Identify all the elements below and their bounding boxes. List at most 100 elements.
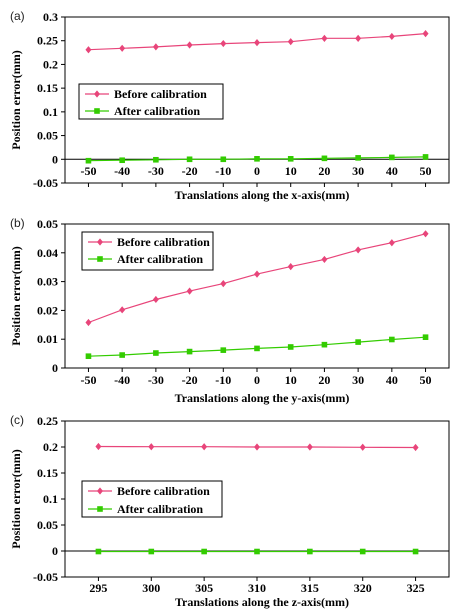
x-tick-label: 325 [407, 581, 425, 595]
legend: Before calibration After calibration [81, 231, 214, 271]
data-point-diamond [254, 270, 260, 278]
x-tick-label: -40 [114, 373, 130, 387]
data-point-diamond [148, 443, 155, 451]
data-point-square [412, 548, 419, 555]
data-point-square [254, 156, 260, 162]
legend-label: Before calibration [117, 235, 210, 249]
x-tick-label: 310 [248, 581, 266, 595]
x-tick-label: -30 [148, 164, 164, 178]
legend-marker-diamond [94, 90, 100, 98]
y-tick-label: 0.15 [37, 466, 58, 480]
x-tick-label: 315 [301, 581, 319, 595]
data-point-square [186, 156, 193, 163]
data-point-square [359, 548, 366, 555]
y-tick-label: 0.25 [37, 414, 58, 428]
data-point-diamond [359, 443, 366, 451]
x-tick-label: -10 [215, 373, 231, 387]
y-tick-label: 0.1 [43, 492, 58, 506]
data-point-square [153, 350, 159, 356]
data-point-square [119, 352, 125, 358]
legend-marker-square [97, 506, 103, 512]
data-point-diamond [321, 255, 328, 264]
x-tick-label: 295 [89, 581, 107, 595]
data-point-square [153, 156, 159, 163]
legend-marker-square [94, 108, 100, 114]
x-tick-label: -10 [215, 164, 231, 178]
legend-box [81, 231, 214, 271]
data-point-square [148, 548, 155, 555]
legend-marker-diamond [97, 238, 103, 246]
data-point-square [186, 348, 193, 355]
x-tick-label: 305 [195, 581, 213, 595]
data-point-square [220, 347, 227, 353]
x-tick-label: 20 [318, 373, 330, 387]
data-point-square [422, 334, 429, 340]
data-point-square [85, 353, 92, 359]
x-tick-label: 40 [386, 373, 398, 387]
data-point-diamond [388, 32, 395, 41]
series-before [85, 30, 429, 54]
series-before [95, 442, 419, 452]
chart-panel: (a) -0.05 0 0.05 0.1 0.15 0.2 0.25 0.3 -50 -40 -30 -… [9, 9, 450, 202]
data-point-diamond [254, 443, 260, 451]
series-before [85, 230, 429, 327]
data-point-diamond [287, 263, 294, 271]
data-point-square [355, 155, 361, 161]
data-point-square [321, 341, 328, 348]
x-tick-label: 40 [386, 164, 398, 178]
series-after [85, 154, 429, 164]
x-axis-title: Translations along the y-axis(mm) [175, 391, 350, 405]
x-tick-label: -30 [148, 373, 164, 387]
legend: Before calibration After calibration [78, 83, 224, 120]
x-tick-label: 50 [420, 373, 432, 387]
y-axis-title: Position error(mm) [9, 449, 23, 548]
x-tick-label: 300 [142, 581, 160, 595]
x-tick-label: 30 [352, 164, 364, 178]
y-tick-label: 0.05 [37, 518, 58, 532]
data-point-square [321, 155, 328, 162]
data-point-diamond [321, 34, 328, 42]
data-point-diamond [186, 287, 193, 295]
data-point-diamond [355, 34, 362, 42]
data-point-diamond [152, 43, 159, 51]
data-point-square [95, 548, 102, 555]
legend: Before calibration After calibration [81, 480, 223, 518]
legend-label: Before calibration [117, 484, 210, 498]
x-tick-label: -20 [182, 164, 198, 178]
y-tick-label: 0 [52, 152, 58, 166]
data-point-diamond [220, 39, 227, 48]
legend-box [81, 480, 223, 518]
y-tick-label: 0.03 [37, 275, 58, 289]
x-axis-title: Translations along the x-axis(mm) [175, 188, 350, 202]
legend-label: After calibration [117, 252, 203, 266]
x-axis-title: Translations along the z-axis(mm) [175, 595, 349, 609]
data-point-square [389, 154, 395, 161]
series-after [85, 334, 429, 359]
data-point-diamond [85, 46, 92, 54]
data-point-diamond [186, 41, 193, 49]
y-tick-label: -0.05 [33, 570, 58, 584]
panel-label: (c) [10, 413, 24, 427]
y-tick-label: 0.04 [37, 246, 58, 260]
data-point-square [389, 336, 395, 343]
data-point-diamond [306, 443, 313, 451]
y-axis-title: Position error(mm) [9, 246, 23, 345]
y-tick-label: 0.15 [37, 81, 58, 95]
data-point-square [254, 548, 260, 555]
x-tick-label: 320 [354, 581, 372, 595]
x-tick-label: 10 [285, 164, 297, 178]
data-point-square [307, 548, 313, 555]
data-point-diamond [85, 318, 92, 327]
legend-label: Before calibration [114, 87, 207, 101]
panel-label: (b) [10, 216, 25, 230]
x-tick-label: 50 [420, 164, 432, 178]
x-tick-label: 10 [285, 373, 297, 387]
panel-label: (a) [10, 9, 25, 23]
x-tick-label: -50 [80, 373, 96, 387]
y-tick-label: 0.2 [43, 57, 58, 71]
data-point-diamond [152, 295, 159, 304]
data-point-diamond [201, 443, 208, 451]
data-point-diamond [254, 39, 260, 47]
y-axis-title: Position error(mm) [9, 50, 23, 149]
